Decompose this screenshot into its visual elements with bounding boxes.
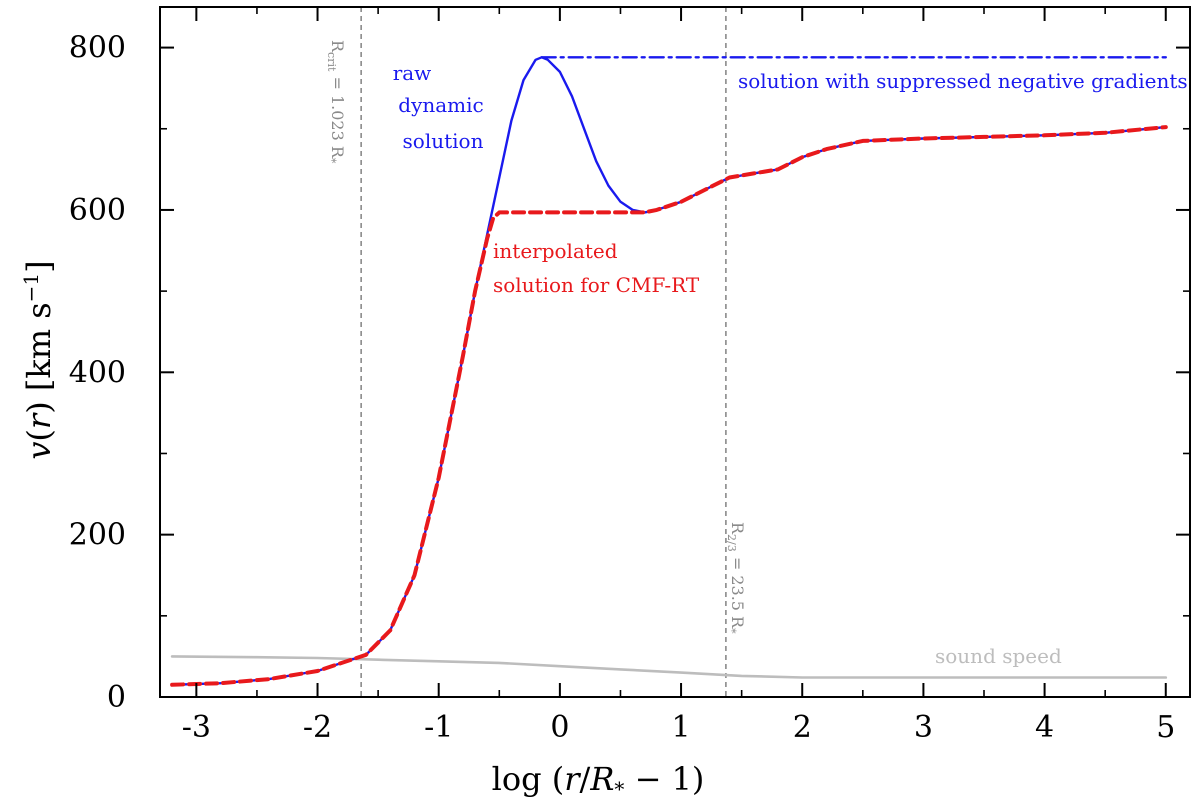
x-tick-label: 0 xyxy=(550,710,569,745)
annotation-suppressed: solution with suppressed negative gradie… xyxy=(738,69,1188,93)
series-sound-line xyxy=(170,655,1168,679)
y-tick-label: 600 xyxy=(69,193,126,228)
plot-lines xyxy=(170,7,1168,697)
x-tick-label: 1 xyxy=(672,710,691,745)
annotation-rcrit: Rcrit = 1.023 R* xyxy=(325,40,347,164)
x-tick-label: -3 xyxy=(182,710,211,745)
x-tick-label: 3 xyxy=(914,710,933,745)
tick-labels: -3 -2 -1 0 1 2 3 4 5 0 200 400 600 800 xyxy=(69,31,1176,745)
annotation-raw-line-3: solution xyxy=(403,129,484,153)
annotation-sound-speed: sound speed xyxy=(935,644,1062,668)
y-tick-label: 0 xyxy=(107,680,126,715)
x-tick-label: 4 xyxy=(1035,710,1054,745)
y-tick-label: 200 xyxy=(69,518,126,553)
x-tick-label: -1 xyxy=(424,710,453,745)
annotation-r23: R2/3 = 23.5 R* xyxy=(725,522,747,634)
series-interpolated-line xyxy=(170,125,1168,687)
annotation-raw-line-2: dynamic xyxy=(398,93,483,117)
plot-frame xyxy=(159,6,1191,698)
annotation-raw-line-1: raw xyxy=(393,61,432,85)
y-axis-title: v(r) [km s−1] xyxy=(19,260,58,459)
y-tick-label: 400 xyxy=(69,355,126,390)
series-raw-line xyxy=(170,56,1168,686)
x-tick-label: 2 xyxy=(793,710,812,745)
axis-ticks xyxy=(160,7,1190,698)
annotation-interpolated-line-1: interpolated xyxy=(493,239,618,263)
annotation-raw-solution: raw dynamic solution xyxy=(393,61,484,153)
x-axis-title: log (r/R* − 1) xyxy=(492,760,705,801)
y-tick-label: 800 xyxy=(69,31,126,66)
x-tick-label: 5 xyxy=(1156,710,1175,745)
annotation-interpolated-line-2: solution for CMF-RT xyxy=(493,273,700,297)
x-tick-label: -2 xyxy=(303,710,332,745)
annotation-interpolated: interpolated solution for CMF-RT xyxy=(493,239,700,297)
